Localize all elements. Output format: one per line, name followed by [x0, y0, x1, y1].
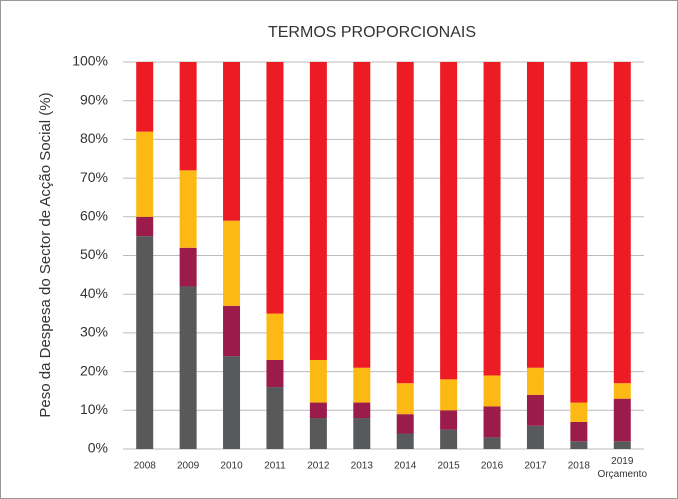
bar-segment — [179, 62, 197, 171]
bar-segment — [179, 286, 197, 449]
bar-segment — [570, 402, 588, 422]
y-tick-label: 60% — [80, 208, 108, 224]
bar-segment — [440, 62, 458, 380]
bar-segment — [266, 313, 284, 360]
bar-segment — [136, 131, 154, 217]
bar-segment — [570, 441, 588, 449]
bar-segment — [483, 406, 501, 438]
y-tick-label: 50% — [80, 246, 108, 262]
x-tick-label: 2015 — [438, 461, 461, 472]
bar-segment — [223, 220, 241, 306]
bar-segment — [396, 414, 414, 434]
y-tick-label: 30% — [80, 324, 108, 340]
chart-title: TERMOS PROPORCIONAIS — [268, 24, 476, 41]
bar-segment — [309, 359, 327, 403]
y-tick-label: 20% — [80, 362, 108, 378]
bar-segment — [483, 375, 501, 407]
y-tick-label: 100% — [72, 53, 108, 69]
bar-segment — [179, 247, 197, 287]
bar-segment — [526, 62, 544, 368]
bar-segment — [613, 398, 631, 442]
bar-segment — [223, 356, 241, 449]
x-tick-label: 2019 Orçamento — [598, 456, 648, 480]
bar-segment — [353, 62, 371, 368]
x-tick-label: 2018 — [568, 461, 591, 472]
bar-segment — [440, 429, 458, 449]
x-tick-label: 2008 — [134, 461, 157, 472]
bar-segment — [266, 62, 284, 314]
bar-segment — [613, 62, 631, 384]
bar-segment — [483, 437, 501, 449]
bar-segment — [136, 236, 154, 449]
bar-segment — [396, 433, 414, 449]
bar-segment — [526, 425, 544, 449]
y-tick-label: 80% — [80, 130, 108, 146]
bar-segment — [353, 402, 371, 419]
bar-segment — [266, 387, 284, 449]
bar-segment — [353, 418, 371, 449]
x-tick-label: 2009 — [177, 461, 200, 472]
x-tick-label: 2014 — [394, 461, 417, 472]
y-axis-label: Peso da Despesa do Sector de Acção Socia… — [37, 92, 54, 417]
bar-segment — [526, 367, 544, 395]
y-tick-label: 0% — [88, 440, 108, 456]
bar-segment — [223, 305, 241, 357]
y-tick-label: 40% — [80, 285, 108, 301]
bar-segment — [440, 379, 458, 411]
x-tick-label: 2013 — [351, 461, 374, 472]
bar-segment — [179, 170, 197, 248]
bar-segment — [483, 62, 501, 376]
y-tick-label: 70% — [80, 169, 108, 185]
x-tick-label: 2016 — [481, 461, 504, 472]
bar-segment — [353, 367, 371, 403]
bar-segment — [136, 216, 154, 237]
bar-segment — [309, 418, 327, 449]
bar-segment — [396, 62, 414, 384]
y-tick-label: 10% — [80, 401, 108, 417]
bar-segment — [266, 359, 284, 388]
bar-segment — [570, 62, 588, 403]
x-tick-label: 2012 — [307, 461, 330, 472]
bar-segment — [136, 62, 154, 132]
y-tick-label: 90% — [80, 91, 108, 107]
bar-segment — [526, 394, 544, 426]
bar-segment — [309, 402, 327, 419]
bar-segment — [613, 441, 631, 449]
x-tick-label: 2010 — [220, 461, 243, 472]
bar-segment — [613, 383, 631, 399]
x-tick-label: 2011 — [264, 461, 286, 472]
bar-segment — [570, 421, 588, 442]
x-tick-label: 2017 — [524, 461, 547, 472]
bar-segment — [396, 383, 414, 415]
bar-segment — [309, 62, 327, 360]
bar-segment — [440, 410, 458, 430]
bar-segment — [223, 62, 241, 221]
